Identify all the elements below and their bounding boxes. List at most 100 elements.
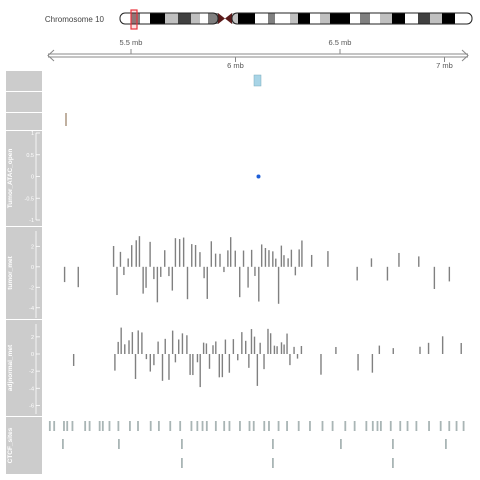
histogram-bar (77, 266, 79, 288)
histogram-bar (137, 330, 139, 354)
histogram-bar (258, 266, 260, 302)
histogram-bar (112, 245, 115, 267)
track1-feature (253, 74, 262, 87)
histogram-bar (300, 345, 303, 354)
histogram-bar (269, 333, 272, 354)
histogram-bar (228, 354, 231, 373)
histogram-bar (250, 249, 253, 267)
histogram-bar (194, 245, 197, 267)
ctcf-site (205, 421, 208, 431)
histogram-bar (356, 266, 358, 281)
axis-tick-label: 6 mb (227, 61, 244, 70)
ctcf-site (129, 421, 131, 431)
ctcf-site (66, 421, 69, 431)
ctcf-site (228, 421, 231, 431)
ctcf-site (179, 421, 182, 431)
track-title-panels: Tumor_ATAC_open tumor_met adjnormal_met CTC… (6, 71, 42, 474)
ideogram-band (442, 13, 455, 24)
histogram-bar (135, 240, 137, 267)
histogram-bar (263, 354, 265, 370)
ctcf-site (399, 421, 402, 431)
histogram-bar (242, 250, 245, 267)
ideogram-band (191, 13, 200, 24)
histogram-bar (149, 241, 151, 267)
ctcf-site (389, 421, 392, 431)
histogram-bar (186, 266, 189, 300)
ctcf-site (118, 439, 120, 449)
histogram-bar (441, 336, 444, 354)
histogram-bar (229, 237, 232, 267)
histogram-bar (283, 344, 285, 354)
ctcf-site (84, 421, 87, 431)
ctcf-site (201, 421, 204, 431)
histogram-bar (215, 341, 217, 354)
ctcf-site (101, 421, 104, 431)
genome-axis: 5.5 mb 6.5 mb 6 mb 7 mb (47, 38, 469, 70)
histogram-bar (206, 266, 208, 299)
histogram-bar (149, 354, 151, 372)
histogram-bar (212, 345, 214, 354)
ideogram-band (200, 13, 208, 24)
histogram-bar (357, 354, 359, 371)
ideogram-band (298, 13, 310, 24)
histogram-bar (128, 340, 130, 354)
histogram-bar (392, 348, 394, 354)
histogram-bar (153, 266, 155, 280)
histogram-bars (63, 236, 451, 304)
ctcf-site (53, 421, 56, 431)
histogram-bar (199, 252, 201, 267)
track-title-label: adjnormal_met (7, 344, 14, 391)
histogram-bar (205, 343, 208, 354)
histogram-bar (160, 266, 162, 277)
ideogram-band (131, 13, 140, 24)
dot-track-y-tick-label: 0.5 (26, 153, 34, 159)
histogram-bar (189, 354, 191, 375)
ctcf-site (98, 421, 101, 431)
ideogram-band (430, 13, 442, 24)
ctcf-site (445, 439, 447, 449)
dot-track-y-tick-label: 1 (31, 131, 34, 137)
histogram-bar (191, 244, 193, 267)
ideogram-region-highlight (130, 9, 138, 30)
histogram-bar (127, 258, 129, 267)
histogram-bar (335, 346, 337, 354)
histogram-bar (245, 340, 247, 354)
dot-track-y-tick-label: -0.5 (25, 196, 34, 202)
histogram-bar (232, 339, 235, 354)
histogram-bar (171, 330, 174, 354)
histogram-bar (164, 338, 166, 354)
histogram-bar (221, 354, 224, 378)
track-title-panel (6, 92, 42, 112)
ctcf-site (376, 421, 379, 431)
centromere-right (225, 13, 232, 24)
ideogram-band (455, 13, 470, 24)
ideogram-band (120, 13, 131, 24)
histogram-bar (161, 354, 164, 381)
ideogram-band (392, 13, 405, 24)
histogram-bar (250, 329, 253, 354)
histogram-bar (203, 266, 205, 279)
histogram-bar (186, 335, 188, 354)
histogram-bar (419, 346, 421, 354)
histogram-bar (174, 354, 177, 363)
histogram-bar (427, 342, 430, 354)
track-title-label: CTCF_sites (7, 427, 14, 463)
histogram-bar (219, 253, 221, 267)
ctcf-site (439, 421, 442, 431)
histogram-bar (276, 346, 278, 354)
histogram-y-tick-label: -6 (29, 403, 34, 409)
ctcf-site (248, 421, 251, 431)
ctcf-site (252, 421, 255, 431)
histogram-bar (247, 266, 249, 288)
ctcf-site (63, 421, 65, 431)
ctcf-site (392, 458, 394, 468)
track-title-label: Tumor_ATAC_open (7, 149, 14, 209)
histogram-bar (398, 252, 400, 267)
ctcf-site (181, 458, 183, 468)
ideogram-band (330, 13, 350, 24)
histogram-bar (418, 256, 420, 267)
ctcf-site (462, 421, 465, 431)
histogram-bar (157, 341, 159, 354)
histogram-bar (199, 354, 201, 388)
